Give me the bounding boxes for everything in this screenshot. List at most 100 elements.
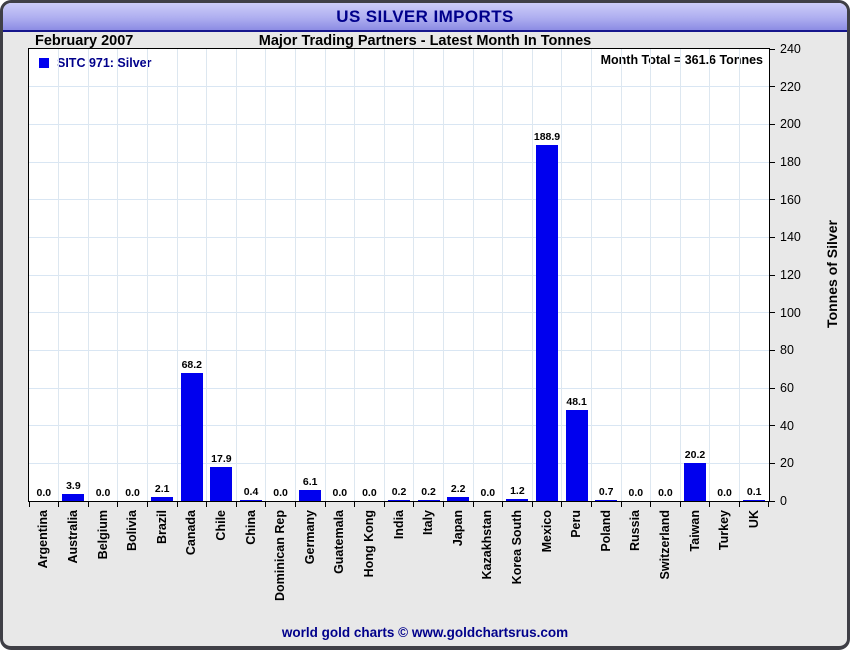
x-axis-label: Russia (628, 510, 643, 551)
gridline-v (590, 49, 592, 501)
gridline-h (29, 462, 769, 464)
x-axis-tick (354, 502, 356, 507)
bar-value-label: 0.7 (598, 485, 614, 498)
bar-value-label: 6.1 (302, 475, 318, 488)
gridline-v (738, 49, 740, 501)
x-axis-tick (383, 502, 385, 507)
bar (684, 462, 706, 501)
bar-value-label: 68.2 (181, 358, 203, 371)
bar-value-label: 1.2 (510, 484, 525, 497)
x-axis-label: Turkey (717, 510, 732, 551)
bar-value-label: 0.2 (421, 485, 436, 498)
gridline-v (176, 49, 178, 501)
month-total-annotation: Month Total = 361.6 Tonnes (600, 53, 763, 67)
y-axis-tick-label: 140 (780, 230, 801, 245)
x-axis-tick (768, 502, 769, 507)
gridline-h (29, 236, 769, 238)
bar-value-label: 0.0 (125, 487, 140, 499)
y-axis-tick (769, 199, 775, 201)
x-axis-tick (176, 502, 178, 507)
gridline-v (58, 49, 60, 501)
gridline-v (472, 49, 474, 501)
x-axis-label: Dominican Rep (273, 510, 288, 601)
period-label: February 2007 (35, 33, 134, 49)
x-axis-label: Switzerland (657, 510, 672, 580)
y-axis-tick-label: 80 (780, 343, 794, 358)
bar-value-label: 0.1 (746, 485, 762, 498)
y-axis-tick-label: 160 (780, 192, 801, 207)
x-axis-tick (531, 502, 533, 507)
y-axis-tick-label: 100 (780, 305, 801, 320)
gridline-v (442, 49, 444, 501)
x-axis-tick (502, 502, 504, 507)
legend: SITC 971: Silver (39, 56, 152, 70)
gridline-h (29, 161, 769, 163)
bar-value-label: 0.0 (480, 487, 496, 499)
gridline-v (679, 49, 681, 501)
x-axis-label: Peru (569, 510, 584, 538)
gridline-v (294, 49, 296, 501)
gridline-v (87, 49, 89, 501)
x-axis-label: Kazakhstan (480, 510, 495, 580)
bar-value-label: 17.9 (211, 453, 232, 466)
x-axis-label: Brazil (154, 510, 169, 545)
bar (210, 467, 233, 501)
x-axis-label: Japan (450, 510, 465, 547)
bar (299, 489, 322, 501)
y-axis-tick-label: 40 (780, 418, 794, 433)
x-axis-tick (87, 502, 89, 507)
gridline-h (29, 425, 769, 427)
y-axis-tick (769, 462, 775, 464)
bar (151, 497, 174, 501)
x-axis-tick (29, 502, 30, 507)
x-axis-tick (590, 502, 592, 507)
x-axis-label: UK (746, 510, 761, 529)
gridline-v (265, 49, 267, 501)
bar-value-label: 0.0 (362, 487, 377, 499)
page-title: US SILVER IMPORTS (336, 6, 514, 26)
x-axis-label: Argentina (36, 510, 51, 569)
x-axis-tick (442, 502, 444, 507)
y-axis-tick (769, 312, 775, 314)
x-axis-label: Bolivia (125, 510, 140, 551)
gridline-v (383, 49, 385, 501)
bar-value-label: 0.0 (658, 487, 673, 499)
x-axis-label: Hong Kong (361, 510, 376, 578)
gridline-h (29, 199, 769, 201)
x-axis-tick (235, 502, 237, 507)
bar-value-label: 0.0 (628, 487, 644, 499)
y-axis-tick-label: 180 (780, 155, 801, 169)
bar-value-label: 0.0 (95, 487, 111, 499)
bar-value-label: 0.0 (273, 487, 288, 499)
bar-value-label: 48.1 (566, 396, 587, 409)
x-axis-label: Canada (184, 510, 199, 556)
y-axis-tick (769, 387, 775, 389)
x-axis-tick (650, 502, 652, 507)
x-axis-tick (265, 502, 267, 507)
gridline-h (29, 312, 769, 314)
x-axis-tick (294, 502, 296, 507)
x-axis-label: Korea South (509, 510, 524, 585)
y-axis: 0 20 40 60 80 100 120 140 160 180 200 220 240 (769, 42, 847, 508)
y-axis-tick (769, 123, 775, 125)
x-axis-label: Germany (302, 510, 317, 565)
bar-value-label: 0.2 (391, 485, 407, 498)
y-axis-tick-label: 20 (780, 456, 794, 471)
bar-value-label: 0.4 (243, 485, 259, 498)
x-axis-tick (620, 502, 622, 507)
x-axis-tick (206, 502, 208, 507)
bar-value-label: 2.2 (450, 482, 466, 495)
bar (240, 499, 262, 501)
gridline-v (709, 49, 711, 501)
gridline-v (206, 49, 208, 501)
bar (743, 499, 766, 501)
y-axis-tick (769, 161, 775, 163)
gridline-h (29, 274, 769, 276)
x-axis-label: Guatemala (332, 510, 347, 574)
bar-value-label: 0.0 (36, 487, 52, 499)
y-axis-tick (769, 236, 775, 238)
y-axis-tick (769, 49, 775, 50)
y-axis-tick (769, 349, 775, 351)
bar (506, 498, 529, 501)
y-axis-tick-label: 60 (780, 381, 794, 395)
